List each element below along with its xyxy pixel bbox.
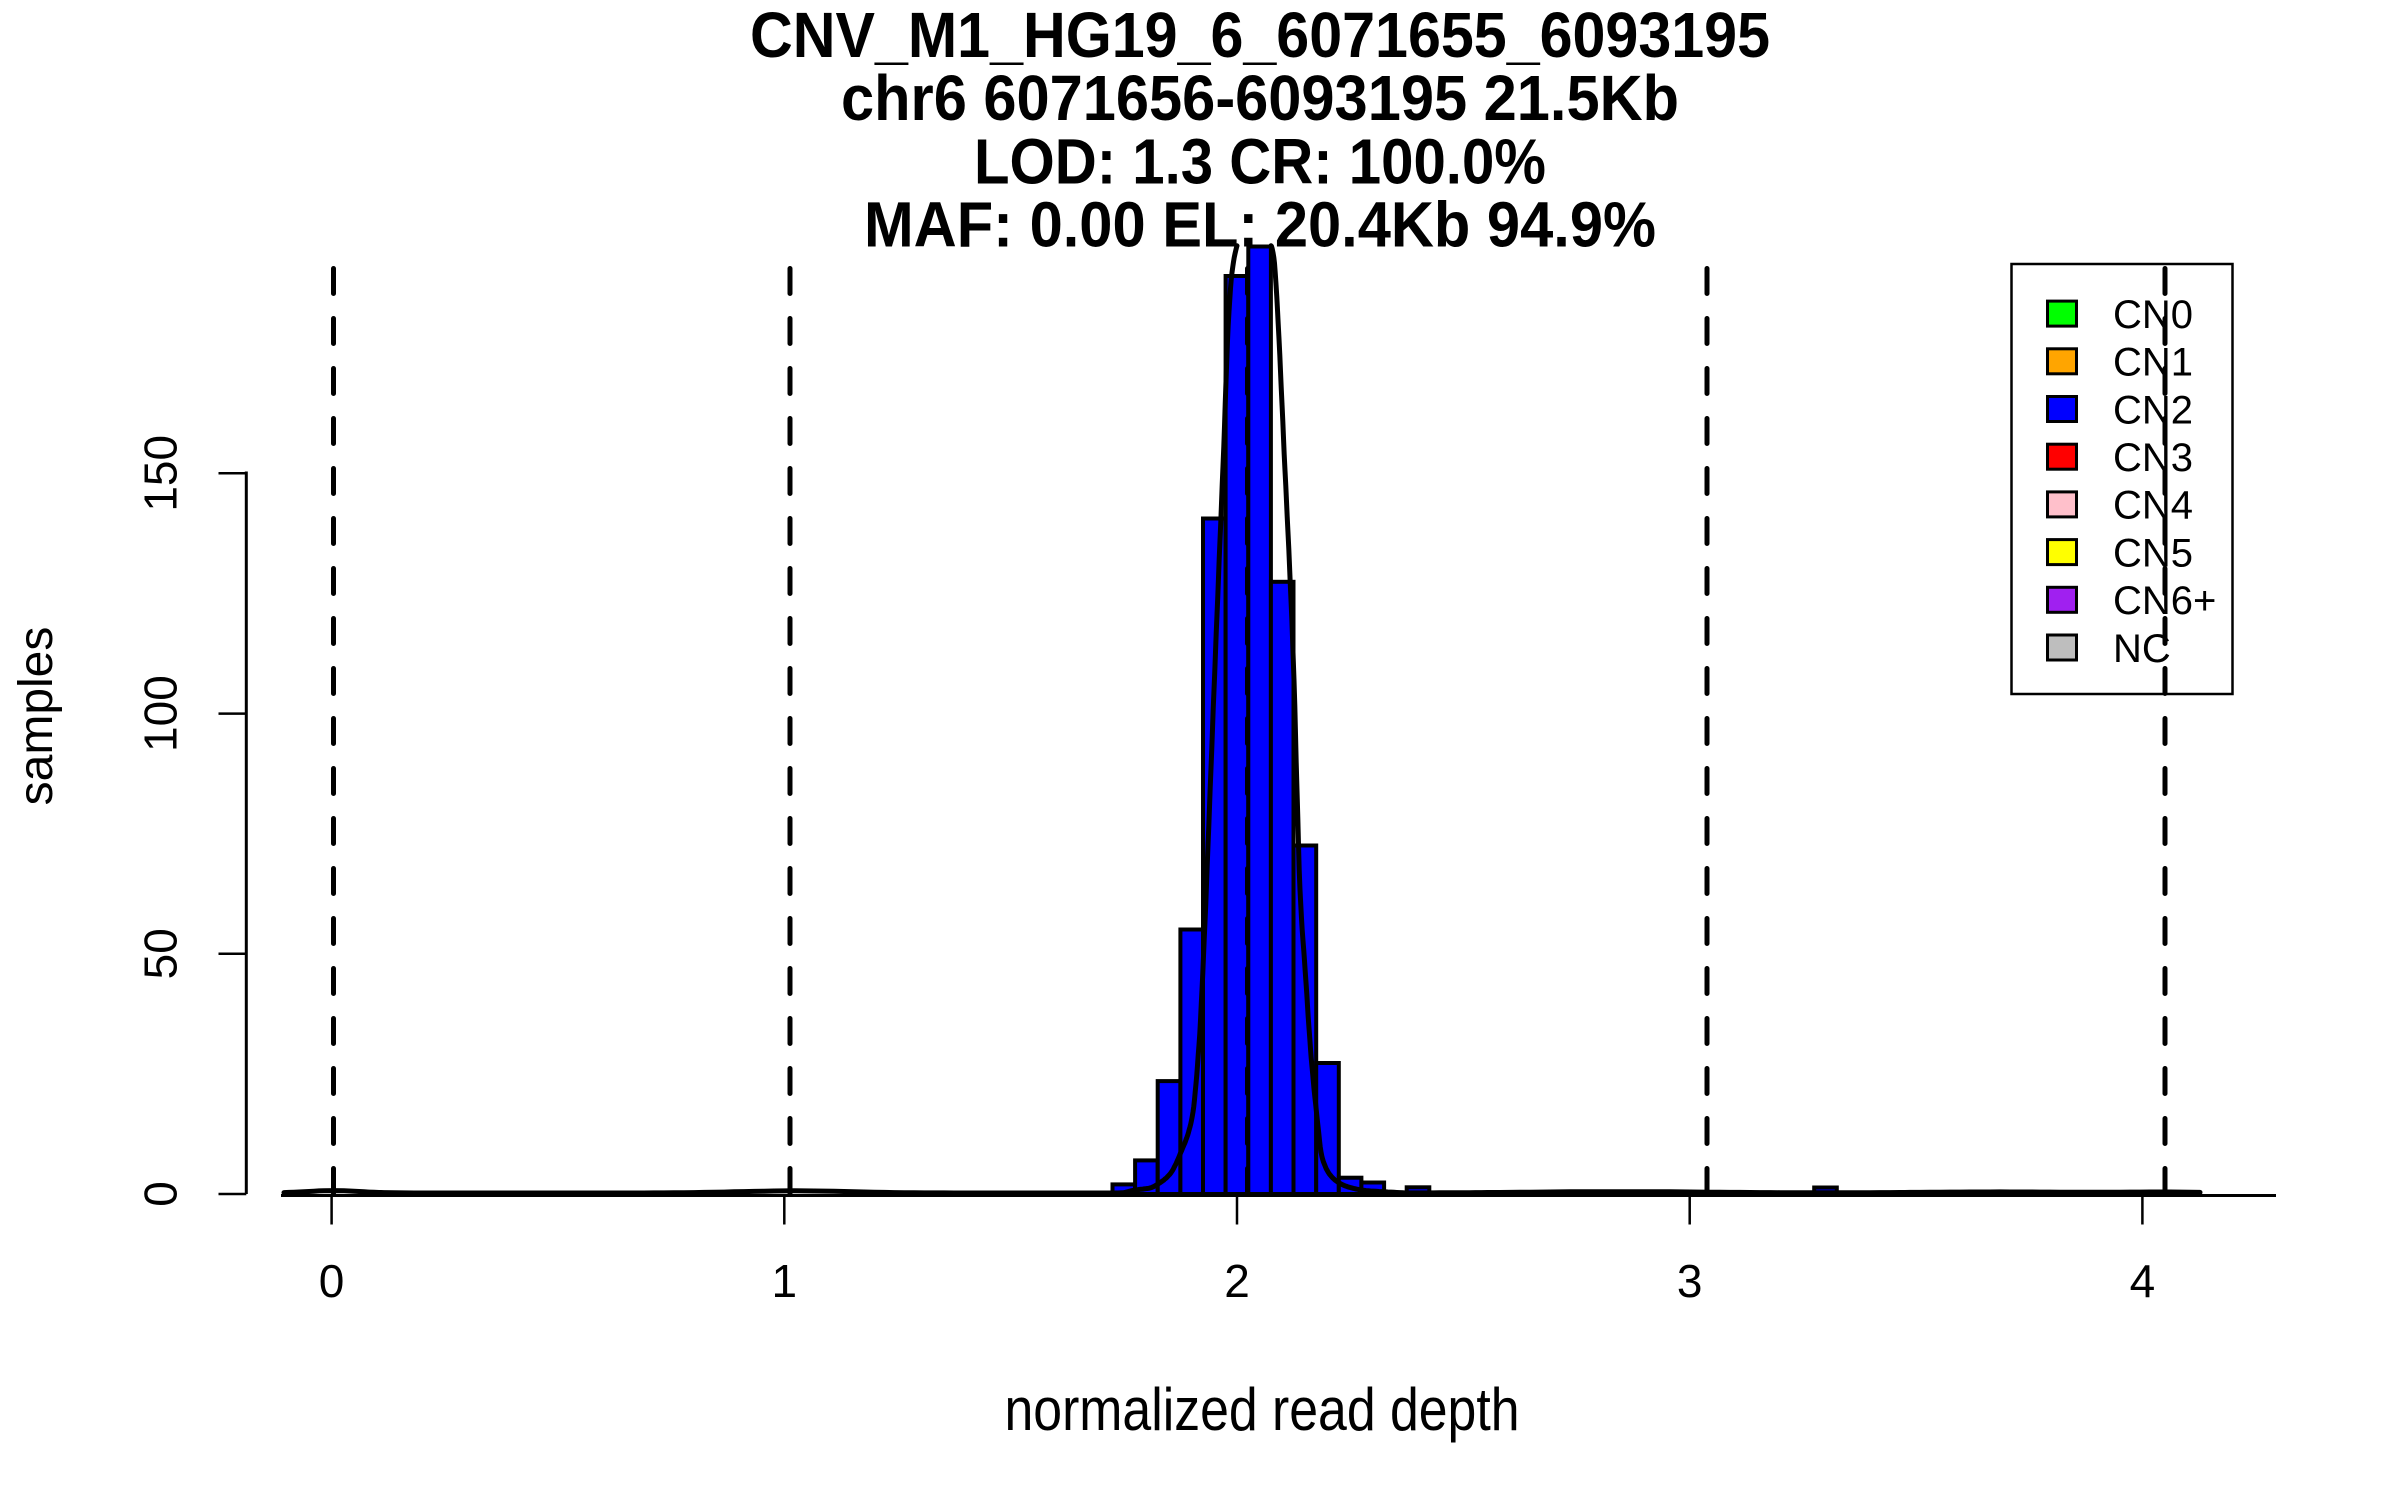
svg-text:2: 2 xyxy=(1224,1255,1250,1307)
svg-text:NC: NC xyxy=(2113,627,2171,671)
svg-text:LOD: 1.3 CR: 100.0%: LOD: 1.3 CR: 100.0% xyxy=(974,125,1546,197)
svg-text:3: 3 xyxy=(1677,1255,1703,1307)
svg-text:CN1: CN1 xyxy=(2113,341,2193,385)
svg-text:CN5: CN5 xyxy=(2113,531,2193,575)
svg-text:CN0: CN0 xyxy=(2113,293,2193,337)
svg-text:CN3: CN3 xyxy=(2113,436,2193,480)
svg-text:chr6 6071656-6093195 21.5Kb: chr6 6071656-6093195 21.5Kb xyxy=(841,62,1679,134)
svg-text:normalized read depth: normalized read depth xyxy=(1005,1376,1520,1443)
svg-text:100: 100 xyxy=(135,675,187,752)
svg-text:1: 1 xyxy=(772,1255,798,1307)
svg-text:CN4: CN4 xyxy=(2113,484,2193,528)
svg-text:50: 50 xyxy=(135,928,187,979)
svg-text:samples: samples xyxy=(10,627,63,806)
svg-text:0: 0 xyxy=(319,1255,345,1307)
svg-text:CN2: CN2 xyxy=(2113,388,2193,432)
svg-text:CNV_M1_HG19_6_6071655_6093195: CNV_M1_HG19_6_6071655_6093195 xyxy=(750,0,1770,71)
svg-text:4: 4 xyxy=(2130,1255,2156,1307)
svg-text:150: 150 xyxy=(135,435,187,512)
svg-text:0: 0 xyxy=(135,1181,187,1207)
